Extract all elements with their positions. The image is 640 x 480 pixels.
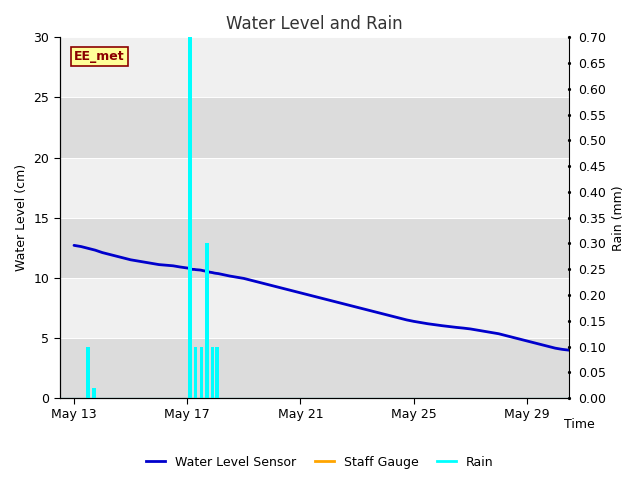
Bar [60, 338, 570, 398]
Y-axis label: Water Level (cm): Water Level (cm) [15, 164, 28, 271]
Bar [92, 388, 95, 398]
Bar [211, 347, 214, 398]
Text: EE_met: EE_met [74, 50, 125, 63]
Bar [194, 347, 197, 398]
Bar [188, 37, 192, 398]
Bar [205, 243, 209, 398]
Bar [60, 37, 570, 97]
Legend: Water Level Sensor, Staff Gauge, Rain: Water Level Sensor, Staff Gauge, Rain [141, 451, 499, 474]
Bar [60, 278, 570, 338]
Bar [86, 347, 90, 398]
X-axis label: Time: Time [564, 418, 595, 431]
Bar [60, 97, 570, 157]
Bar [200, 347, 203, 398]
Title: Water Level and Rain: Water Level and Rain [227, 15, 403, 33]
Bar [215, 347, 219, 398]
Bar [60, 218, 570, 278]
Y-axis label: Rain (mm): Rain (mm) [612, 185, 625, 251]
Bar [60, 157, 570, 218]
